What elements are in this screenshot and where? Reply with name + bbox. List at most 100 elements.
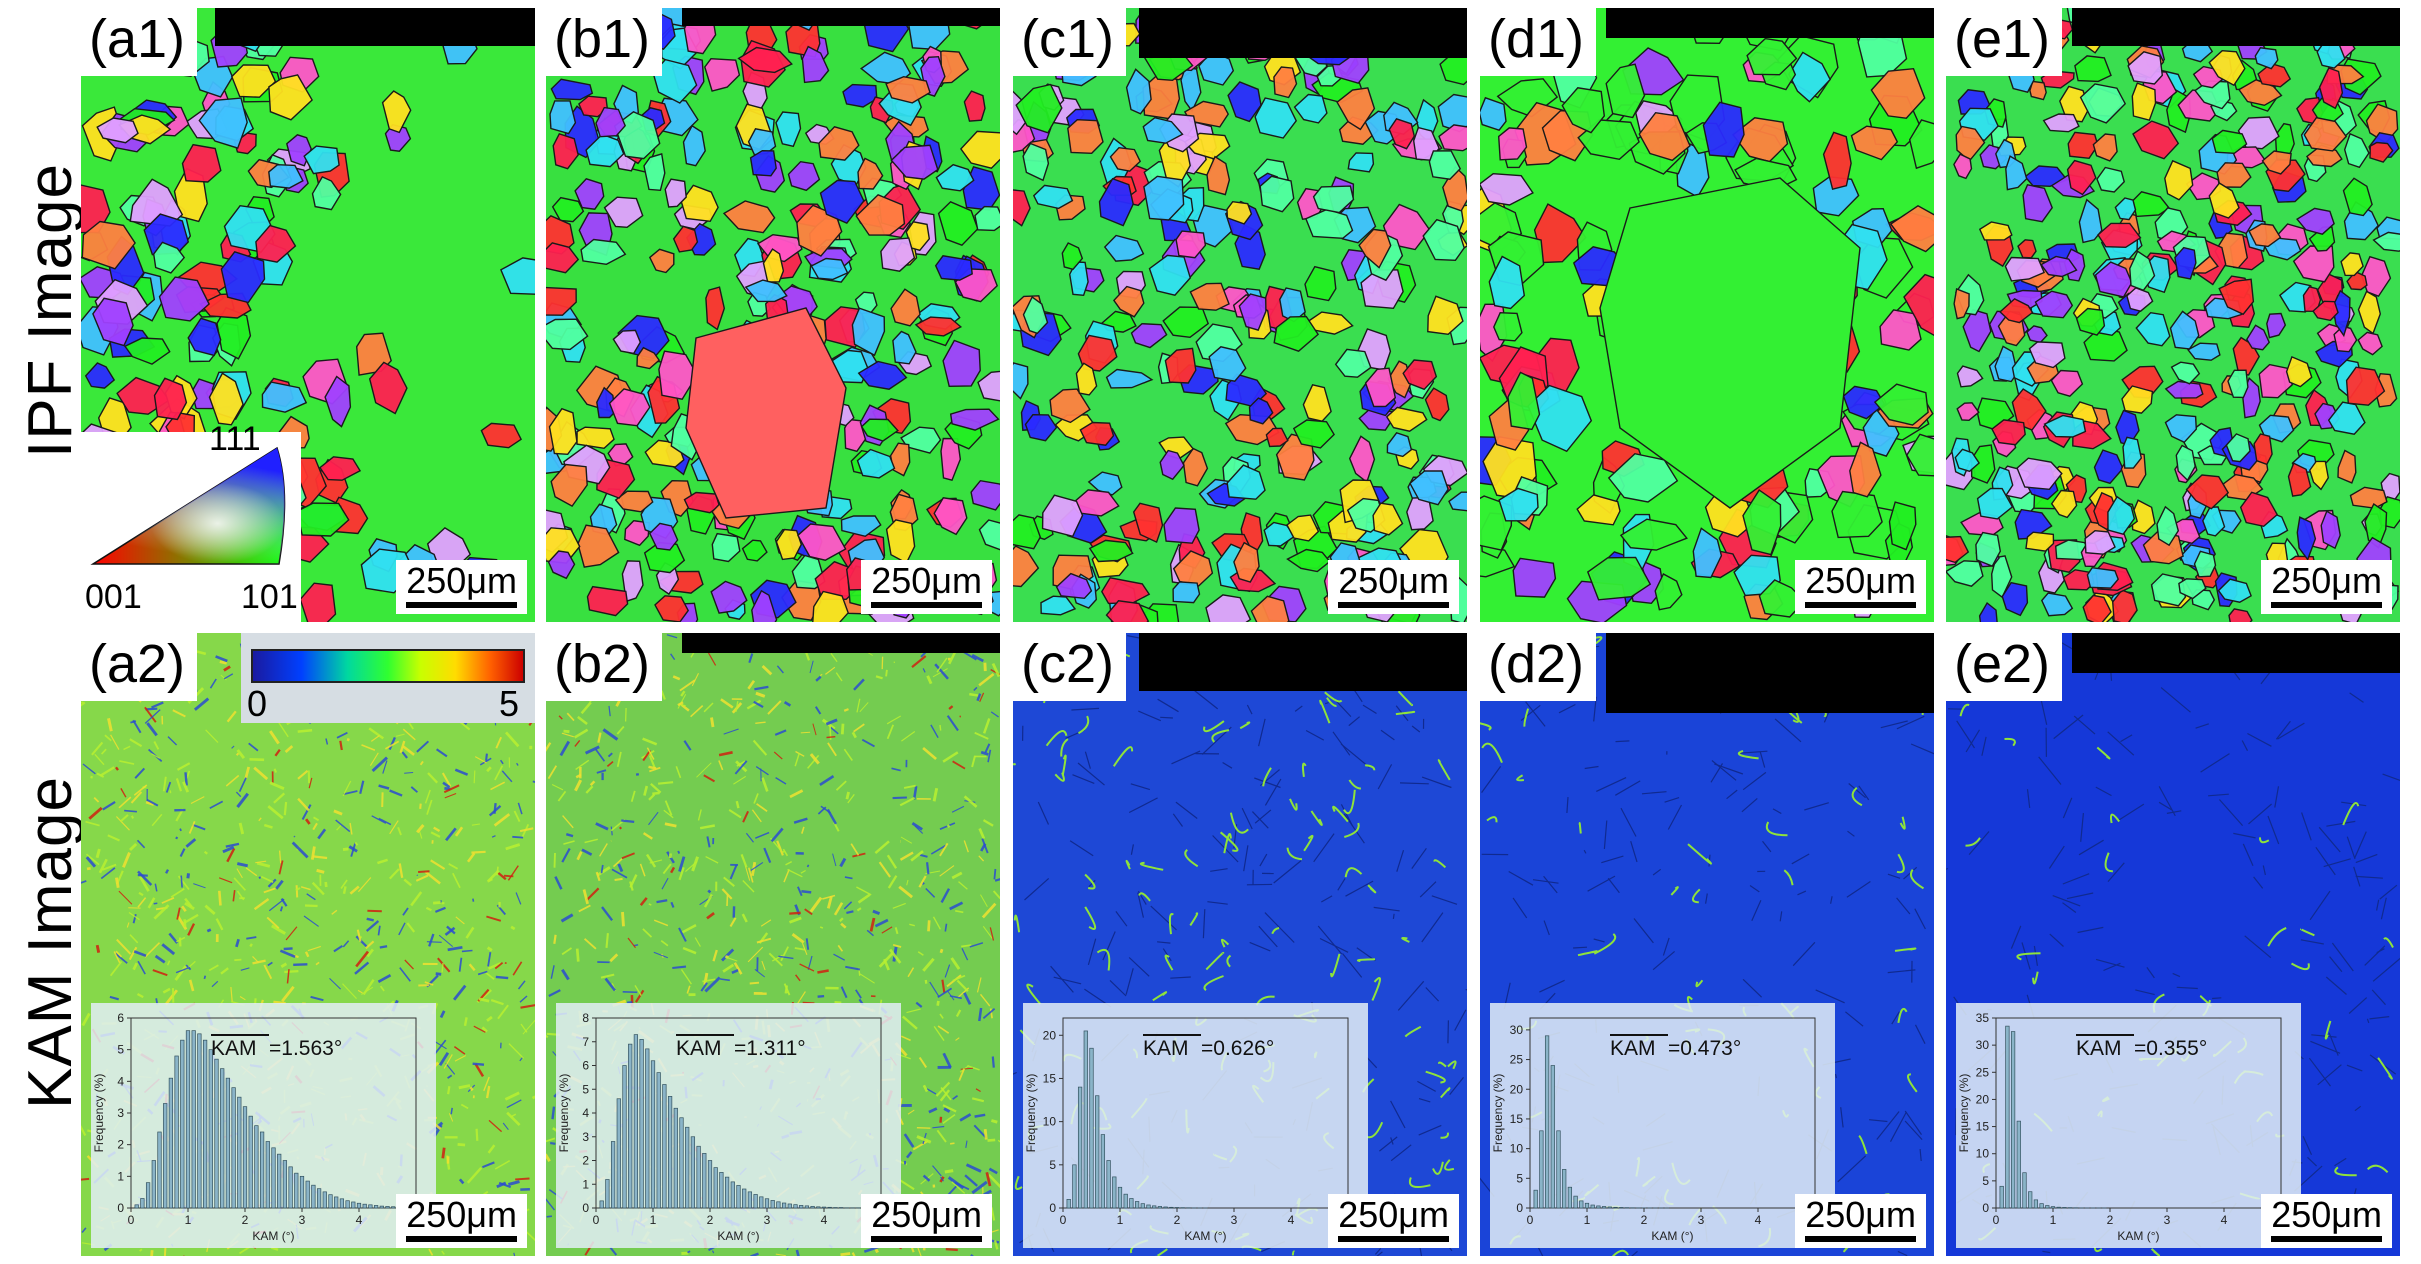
mean-kam-value: =0.355° — [2134, 1037, 2207, 1060]
scale-bar: 250μm — [2261, 1194, 2392, 1248]
histogram-bar — [163, 1103, 168, 1209]
histogram-bar — [328, 1194, 333, 1209]
histogram-bar — [781, 1202, 787, 1209]
histogram-bar — [214, 1058, 219, 1209]
kam-histogram: 012345051015202530KAM (°)Frequency (%)KA… — [1491, 1017, 1819, 1243]
histogram-bar — [168, 1077, 174, 1209]
scale-bar-label: 250μm — [1338, 1194, 1449, 1236]
histogram-bar — [1146, 1204, 1151, 1209]
x-tick-label: 1 — [1584, 1213, 1591, 1227]
ipf-key-label-101: 101 — [241, 578, 298, 616]
histogram-bar — [225, 1077, 231, 1209]
panel-label: (d1) — [1480, 8, 1597, 76]
y-tick-label: 15 — [1510, 1112, 1524, 1126]
sample-edge-region — [2072, 8, 2400, 46]
histogram-bar — [202, 1039, 208, 1209]
histogram-bar — [770, 1200, 775, 1209]
y-tick-label: 20 — [1976, 1092, 1990, 1106]
scale-bar-line — [871, 1236, 982, 1242]
histogram-bar — [645, 1048, 650, 1209]
histogram-bar — [690, 1136, 696, 1209]
histogram-bar — [2005, 1025, 2010, 1209]
y-axis-label: Frequency (%) — [1024, 1074, 1038, 1153]
histogram-bar — [174, 1055, 179, 1209]
histogram-bar — [1590, 1204, 1595, 1209]
y-tick-label: 5 — [1516, 1171, 1523, 1185]
y-tick-label: 30 — [1976, 1038, 1990, 1052]
histogram-bar — [1567, 1186, 1573, 1209]
histogram-bar — [662, 1084, 667, 1209]
histogram-bar — [656, 1072, 661, 1209]
y-tick-label: 15 — [1043, 1071, 1057, 1085]
histogram-bar — [1562, 1169, 1567, 1209]
mean-kam-value: =1.311° — [734, 1037, 806, 1060]
scale-bar: 250μm — [1795, 1194, 1926, 1248]
histogram-bar — [385, 1206, 390, 1209]
histogram-bar — [724, 1176, 730, 1209]
panel-label: (c1) — [1013, 8, 1126, 76]
ipf-color-key: 111 001 101 — [81, 420, 301, 622]
x-tick-label: 4 — [2221, 1213, 2228, 1227]
panel-label: (b2) — [546, 633, 663, 701]
histogram-bar — [254, 1125, 259, 1209]
histogram-bar — [373, 1205, 379, 1209]
histogram-bar — [599, 1200, 604, 1209]
scale-bar: 250μm — [861, 560, 992, 614]
mean-kam-annotation: KAM =1.311° — [676, 1034, 806, 1060]
histogram-bar — [2022, 1172, 2027, 1209]
histogram-bar — [713, 1167, 718, 1209]
scale-bar-label: 250μm — [406, 1194, 517, 1236]
mean-kam-value: =0.626° — [1201, 1037, 1274, 1060]
y-tick-label: 8 — [582, 1011, 589, 1025]
histogram-bar — [650, 1060, 656, 1209]
histogram-bar — [1533, 1189, 1538, 1209]
histogram-bar — [1584, 1202, 1590, 1209]
kam-histogram: 01234505101520KAM (°)Frequency (%)KAM=0.… — [1024, 1017, 1352, 1243]
x-tick-label: 0 — [1060, 1213, 1067, 1227]
sample-edge-region — [682, 8, 1000, 26]
kam-panel-d2: (d2)012345051015202530KAM (°)Frequency (… — [1480, 633, 1934, 1256]
panel-label: (e1) — [1946, 8, 2063, 76]
histogram-bar — [259, 1131, 265, 1209]
ipf-grain-map — [1480, 8, 1934, 622]
histogram-bar — [1539, 1130, 1544, 1209]
x-tick-label: 4 — [1288, 1213, 1295, 1227]
histogram-bar — [1163, 1206, 1168, 1209]
sample-edge-region — [1139, 633, 1467, 691]
x-tick-label: 3 — [299, 1213, 306, 1227]
x-tick-label: 1 — [185, 1213, 192, 1227]
y-tick-label: 10 — [1510, 1142, 1524, 1156]
histogram-bar — [220, 1068, 225, 1209]
kam-histogram: 012345012345678KAM (°)Frequency (%)KAM=1… — [557, 1011, 885, 1243]
histogram-bar — [2050, 1206, 2056, 1209]
histogram-bar — [1134, 1201, 1140, 1209]
histogram-bar — [679, 1117, 684, 1209]
scale-bar-line — [1338, 602, 1449, 608]
mean-kam-symbol: KAM — [2076, 1037, 2122, 1060]
x-tick-label: 3 — [1698, 1213, 1705, 1227]
sample-edge-region — [1139, 8, 1467, 58]
kam-panel-c2: (c2)01234505101520KAM (°)Frequency (%)KA… — [1013, 633, 1467, 1256]
plot-frame — [1529, 1017, 1816, 1209]
y-tick-label: 5 — [1049, 1158, 1056, 1172]
histogram-bar — [610, 1141, 616, 1209]
sample-edge-region — [1606, 8, 1934, 38]
scale-bar-line — [406, 602, 517, 608]
histogram-bar — [1607, 1206, 1612, 1209]
mean-kam-symbol: KAM — [676, 1037, 722, 1060]
histogram-bar — [685, 1126, 690, 1209]
histogram-bar — [1112, 1176, 1117, 1209]
kam-histogram: 0123450123456KAM (°)Frequency (%)KAM=1.5… — [92, 1011, 420, 1243]
scale-bar-line — [2271, 602, 2382, 608]
histogram-bar — [1579, 1200, 1584, 1209]
panel-label: (e2) — [1946, 633, 2063, 701]
histogram-bar — [265, 1141, 270, 1209]
y-tick-label: 5 — [117, 1043, 124, 1057]
histogram-bar — [696, 1145, 701, 1209]
histogram-bar — [1089, 1047, 1094, 1209]
histogram-bar — [134, 1204, 139, 1209]
histogram-bar — [1174, 1207, 1180, 1209]
x-tick-label: 1 — [1117, 1213, 1124, 1227]
panel-label: (b1) — [546, 8, 663, 76]
sample-edge-region — [682, 633, 1000, 653]
